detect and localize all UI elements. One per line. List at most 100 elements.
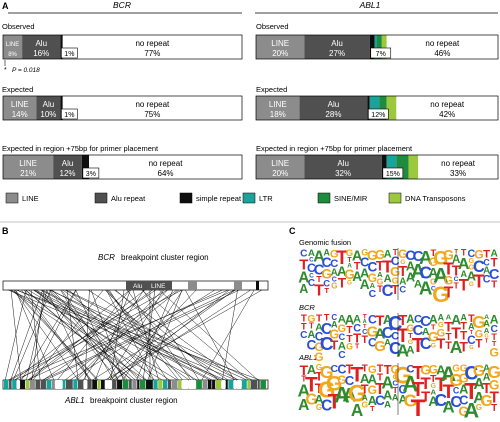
right-bar-1-seg-2 xyxy=(367,96,370,120)
logo-2-base-1-0: A xyxy=(307,362,316,377)
abl1-mark-13 xyxy=(65,380,73,389)
logo-1-base-10-2: G xyxy=(374,338,386,355)
right-bar-0-callout: 7% xyxy=(376,51,386,58)
panel-a-left-gene: BCR xyxy=(113,0,131,10)
logo-1-base-18-0: A xyxy=(438,313,445,323)
logo-1-base-25-4: G xyxy=(489,345,499,359)
fusion-line-23 xyxy=(222,289,238,381)
logo-1-base-14-2: T xyxy=(408,331,413,340)
logo-0-base-3-1: C xyxy=(322,255,332,270)
logo-1-base-15-1: C xyxy=(413,323,424,339)
fusion-line-85 xyxy=(65,289,253,381)
logo-0-base-16-0: A xyxy=(419,247,432,268)
right-bar-2-pct-0: 20% xyxy=(272,169,288,178)
logo-2-base-11-3: A xyxy=(384,400,391,411)
logo-2-base-22-0: C xyxy=(464,363,478,384)
logo-0-base-9-1: C xyxy=(367,260,377,275)
logo-1-base-6-2: T xyxy=(346,334,353,345)
logo-2-base-25-3: T xyxy=(491,403,497,414)
logo-0-base-15-2: A xyxy=(414,278,422,290)
right-bar-1-seg-4 xyxy=(379,96,387,120)
abl1-mark-31 xyxy=(153,380,158,389)
logo-0-base-10-3: G xyxy=(377,276,384,286)
logo-1-base-23-1: G xyxy=(475,329,484,341)
logo-1-base-24-0: A xyxy=(484,314,489,321)
abl1-mark-25 xyxy=(122,380,129,389)
logo-1-base-3-0: T xyxy=(324,313,330,323)
left-bar-1-seg-3 xyxy=(62,96,242,120)
abl1-mark-24 xyxy=(117,380,123,389)
logo-1-base-9-2: C xyxy=(368,336,377,350)
logo-2-base-11-2: A xyxy=(383,387,392,402)
logo-1-base-8-1: A xyxy=(363,319,367,325)
logo-0-base-3-0: A xyxy=(323,247,330,257)
logo-1-base-3-1: C xyxy=(321,321,332,338)
fusion-line-36 xyxy=(94,289,131,381)
logo-1-base-4-3: T xyxy=(330,338,338,353)
legend-label-0: LINE xyxy=(22,194,39,203)
bcr-simple-mark xyxy=(256,281,259,290)
logo-0-base-2-1: C xyxy=(314,261,325,278)
logo-1-base-2-3: G xyxy=(314,340,323,354)
logo-0-base-17-2: A xyxy=(428,265,438,281)
fusion-line-4 xyxy=(13,289,79,381)
logo-1-base-2-4: G xyxy=(314,350,323,364)
logo-2-base-23-0: G xyxy=(473,363,485,380)
fusion-line-56 xyxy=(92,289,236,381)
logo-0-base-23-2: T xyxy=(473,272,484,292)
logo-2-base-16-0: G xyxy=(420,362,431,377)
left-bar-1-pct-0: 14% xyxy=(12,110,28,119)
logo-0-base-10-1: T xyxy=(376,258,385,273)
logo-0-base-11-2: A xyxy=(384,273,392,285)
logo-0-base-16-2: A xyxy=(419,278,433,299)
logo-0-base-0-2: A xyxy=(298,269,309,286)
right-bar-0-seg-2 xyxy=(369,35,375,59)
logo-0-base-9-0: G xyxy=(367,247,378,263)
logo-2-base-23-2: A xyxy=(473,389,485,407)
right-bar-1-pct-0: 18% xyxy=(270,110,286,119)
abl1-mark-26 xyxy=(129,380,132,389)
logo-0-base-4-3: C xyxy=(332,277,337,284)
left-bar-1-seg-2 xyxy=(60,96,63,120)
logo-2-base-8-3: A xyxy=(362,394,368,403)
fusion-line-3 xyxy=(43,289,178,381)
logo-1-base-7-2: T xyxy=(353,330,361,345)
right-bar-2-callout-box xyxy=(382,167,404,179)
logo-0-base-1-0: A xyxy=(308,248,315,259)
logo-0-base-20-1: A xyxy=(452,254,461,266)
right-bar-2-pct-1: 32% xyxy=(335,169,351,178)
legend-swatch-1 xyxy=(94,192,108,204)
logo-0-base-6-2: A xyxy=(347,262,352,269)
right-bar-1-frame xyxy=(255,95,499,121)
logo-1-base-19-0: A xyxy=(446,312,452,321)
logo-2-base-5-2: A xyxy=(334,382,350,407)
fusion-line-20 xyxy=(114,289,238,381)
left-bar-2-pct-3: 64% xyxy=(158,169,174,178)
logo-0-base-13-0: G xyxy=(398,247,407,261)
right-bar-2-label-6: no repeat xyxy=(441,159,476,168)
panel-b-bottom-gene: ABL1 xyxy=(64,396,85,405)
abl1-mark-39 xyxy=(196,380,202,389)
fusion-line-62 xyxy=(122,289,183,381)
left-bar-1-label-0: LINE xyxy=(11,100,29,109)
logo-2-base-15-1: T xyxy=(412,379,425,401)
logo-1-base-5-3: A xyxy=(338,340,346,352)
fusion-line-22 xyxy=(147,289,183,381)
fusion-line-12 xyxy=(75,289,163,381)
left-bar-2-label-3: no repeat xyxy=(149,159,184,168)
logo-2-base-24-2: T xyxy=(482,381,491,397)
fusion-line-16 xyxy=(49,289,147,381)
logo-0-base-0-0: C xyxy=(300,249,308,260)
right-bar-0-callout-box xyxy=(370,47,392,59)
logo-0-base-3-3: C xyxy=(323,278,330,289)
abl1-mark-28 xyxy=(137,380,140,389)
fusion-line-27 xyxy=(104,289,195,381)
logo-1-base-20-1: T xyxy=(451,325,461,342)
logo-2-base-2-1: T xyxy=(315,370,323,384)
legend-swatch-3 xyxy=(242,192,256,204)
fusion-line-17 xyxy=(115,289,230,381)
logo-1-base-22-0: T xyxy=(468,313,475,325)
logo-2-base-11-0: T xyxy=(384,362,392,377)
logo-1-base-15-2: T xyxy=(412,335,425,357)
logo-0-base-7-2: A xyxy=(352,269,362,284)
